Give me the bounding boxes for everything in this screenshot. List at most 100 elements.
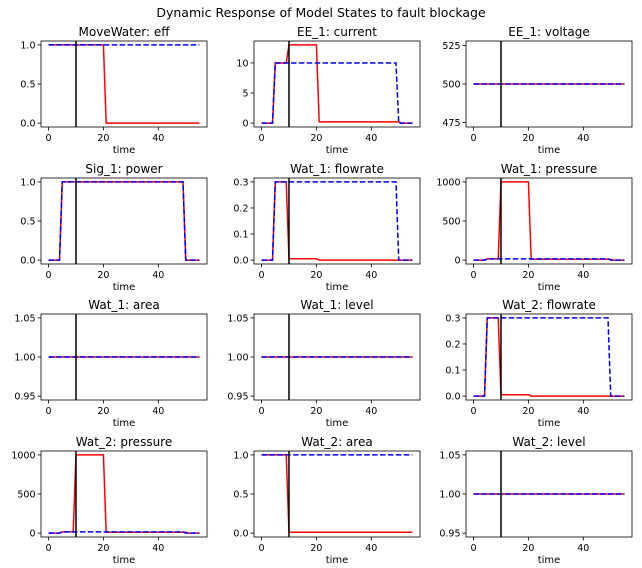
chart-8-frame	[465, 313, 633, 401]
chart-0-xlabel: time	[113, 145, 136, 156]
chart-5-ytick-label-2: 1000	[436, 177, 460, 188]
chart-7-xtick-label-0: 0	[259, 406, 265, 417]
chart-3-xtick-label-1: 20	[97, 270, 109, 281]
chart-1-xtick-label-2: 40	[365, 133, 377, 144]
chart-5-xtick-label-2: 40	[577, 270, 589, 281]
chart-5-series-faulty	[473, 181, 625, 261]
chart-2-ytick-label-2: 525	[442, 41, 460, 52]
chart-0-ytick-label-0: 0.0	[20, 119, 35, 130]
chart-10-xtick-label-1: 20	[310, 543, 322, 554]
chart-9-ytick-label-2: 1000	[11, 450, 35, 461]
chart-0-xtick-label-2: 40	[152, 133, 164, 144]
chart-0-xtick-label-1: 20	[97, 133, 109, 144]
chart-8-xtick-label-0: 0	[471, 406, 477, 417]
chart-0-series-faulty	[48, 44, 200, 124]
chart-5-ytick-label-1: 500	[442, 217, 460, 228]
chart-7-frame	[253, 313, 421, 401]
chart-8-ytick-label-3: 0.3	[445, 313, 460, 324]
chart-3-xtick-label-0: 0	[46, 270, 52, 281]
chart-2-xtick-label-0: 0	[471, 133, 477, 144]
chart-3-series-nominal	[48, 181, 200, 261]
chart-10-ytick-label-2: 1.0	[233, 450, 248, 461]
chart-8-xlabel: time	[538, 418, 561, 429]
chart-4-series-nominal	[261, 181, 413, 261]
chart-10-xtick-label-0: 0	[259, 543, 265, 554]
chart-9-xtick-label-2: 40	[152, 543, 164, 554]
chart-8-ytick-label-1: 0.1	[445, 366, 460, 377]
chart-4-xtick-label-2: 40	[365, 270, 377, 281]
chart-11-frame	[465, 450, 633, 538]
chart-2-ytick-label-1: 500	[442, 80, 460, 91]
chart-11-ytick-label-2: 1.05	[439, 450, 460, 461]
chart-0: MoveWater: eff 0 20 40 0.0 0.5 1.0 time	[20, 25, 208, 156]
chart-0-frame	[40, 40, 208, 128]
chart-1-title: EE_1: current	[297, 25, 377, 39]
chart-3-title: Sig_1: power	[85, 162, 162, 176]
chart-6-ytick-label-1: 1.00	[14, 353, 35, 364]
chart-3-ytick-label-1: 0.5	[20, 217, 35, 228]
chart-8-xtick-label-2: 40	[577, 406, 589, 417]
chart-9-series-faulty	[48, 454, 200, 534]
chart-9-frame	[40, 450, 208, 538]
chart-6-xtick-label-2: 40	[152, 406, 164, 417]
chart-10-ytick-label-1: 0.5	[233, 490, 248, 501]
chart-6-xtick-label-1: 20	[97, 406, 109, 417]
chart-5-ytick-label-0: 0	[454, 256, 460, 267]
chart-6: Wat_1: area 0 20 40 0.95 1.00 1.05 time	[14, 298, 208, 429]
chart-4-ytick-label-0: 0.0	[233, 256, 248, 267]
chart-2-xlabel: time	[538, 145, 561, 156]
chart-1-series-nominal	[261, 62, 413, 124]
chart-6-xtick-label-0: 0	[46, 406, 52, 417]
chart-4-xtick-label-1: 20	[310, 270, 322, 281]
chart-11-title: Wat_2: level	[512, 435, 585, 449]
chart-6-xlabel: time	[113, 418, 136, 429]
chart-3-series-faulty	[48, 181, 200, 261]
chart-6-ytick-label-2: 1.05	[14, 313, 35, 324]
chart-8-ytick-label-0: 0.0	[445, 392, 460, 403]
chart-10-xlabel: time	[326, 555, 349, 566]
chart-10-xtick-label-2: 40	[365, 543, 377, 554]
chart-6-frame	[40, 313, 208, 401]
chart-1: EE_1: current 0 20 40 0 5 10 time	[236, 25, 421, 156]
chart-2-xtick-label-1: 20	[522, 133, 534, 144]
chart-1-ytick-label-0: 0	[242, 119, 248, 130]
chart-7-ytick-label-1: 1.00	[227, 353, 248, 364]
chart-1-xtick-label-1: 20	[310, 133, 322, 144]
chart-7-ytick-label-2: 1.05	[227, 313, 248, 324]
chart-10-series-faulty	[261, 454, 413, 534]
chart-6-title: Wat_1: area	[88, 298, 159, 312]
chart-8-ytick-label-2: 0.2	[445, 339, 460, 350]
chart-2-title: EE_1: voltage	[508, 25, 590, 39]
chart-7-xtick-label-2: 40	[365, 406, 377, 417]
chart-9-xtick-label-1: 20	[97, 543, 109, 554]
chart-3-xtick-label-2: 40	[152, 270, 164, 281]
chart-8-series-nominal	[473, 317, 625, 397]
chart-2-frame	[465, 40, 633, 128]
chart-4-frame	[253, 177, 421, 265]
chart-11-xlabel: time	[538, 555, 561, 566]
chart-11-ytick-label-1: 1.00	[439, 490, 460, 501]
chart-11: Wat_2: level 0 20 40 0.95 1.00 1.05 time	[439, 435, 633, 566]
chart-7-xlabel: time	[326, 418, 349, 429]
chart-0-xtick-label-0: 0	[46, 133, 52, 144]
chart-5-title: Wat_1: pressure	[501, 162, 597, 176]
chart-9-ytick-label-1: 500	[17, 490, 35, 501]
chart-7-xtick-label-1: 20	[310, 406, 322, 417]
chart-0-ytick-label-1: 0.5	[20, 80, 35, 91]
chart-11-xtick-label-2: 40	[577, 543, 589, 554]
chart-8: Wat_2: flowrate 0 20 40 0.0 0.1 0.2 0.3 time	[445, 298, 633, 429]
chart-4-xtick-label-0: 0	[259, 270, 265, 281]
chart-4-ytick-label-2: 0.2	[233, 203, 248, 214]
chart-2: EE_1: voltage 0 20 40 475 500 525 time	[442, 25, 633, 156]
chart-2-xtick-label-2: 40	[577, 133, 589, 144]
chart-9-title: Wat_2: pressure	[76, 435, 172, 449]
chart-1-frame	[253, 40, 421, 128]
chart-3-ytick-label-2: 1.0	[20, 177, 35, 188]
chart-7: Wat_1: level 0 20 40 0.95 1.00 1.05 time	[227, 298, 421, 429]
chart-4-ytick-label-3: 0.3	[233, 177, 248, 188]
chart-4-xlabel: time	[326, 282, 349, 293]
chart-9: Wat_2: pressure 0 20 40 0 500 1000 time	[11, 435, 208, 566]
chart-10-ytick-label-0: 0.0	[233, 529, 248, 540]
